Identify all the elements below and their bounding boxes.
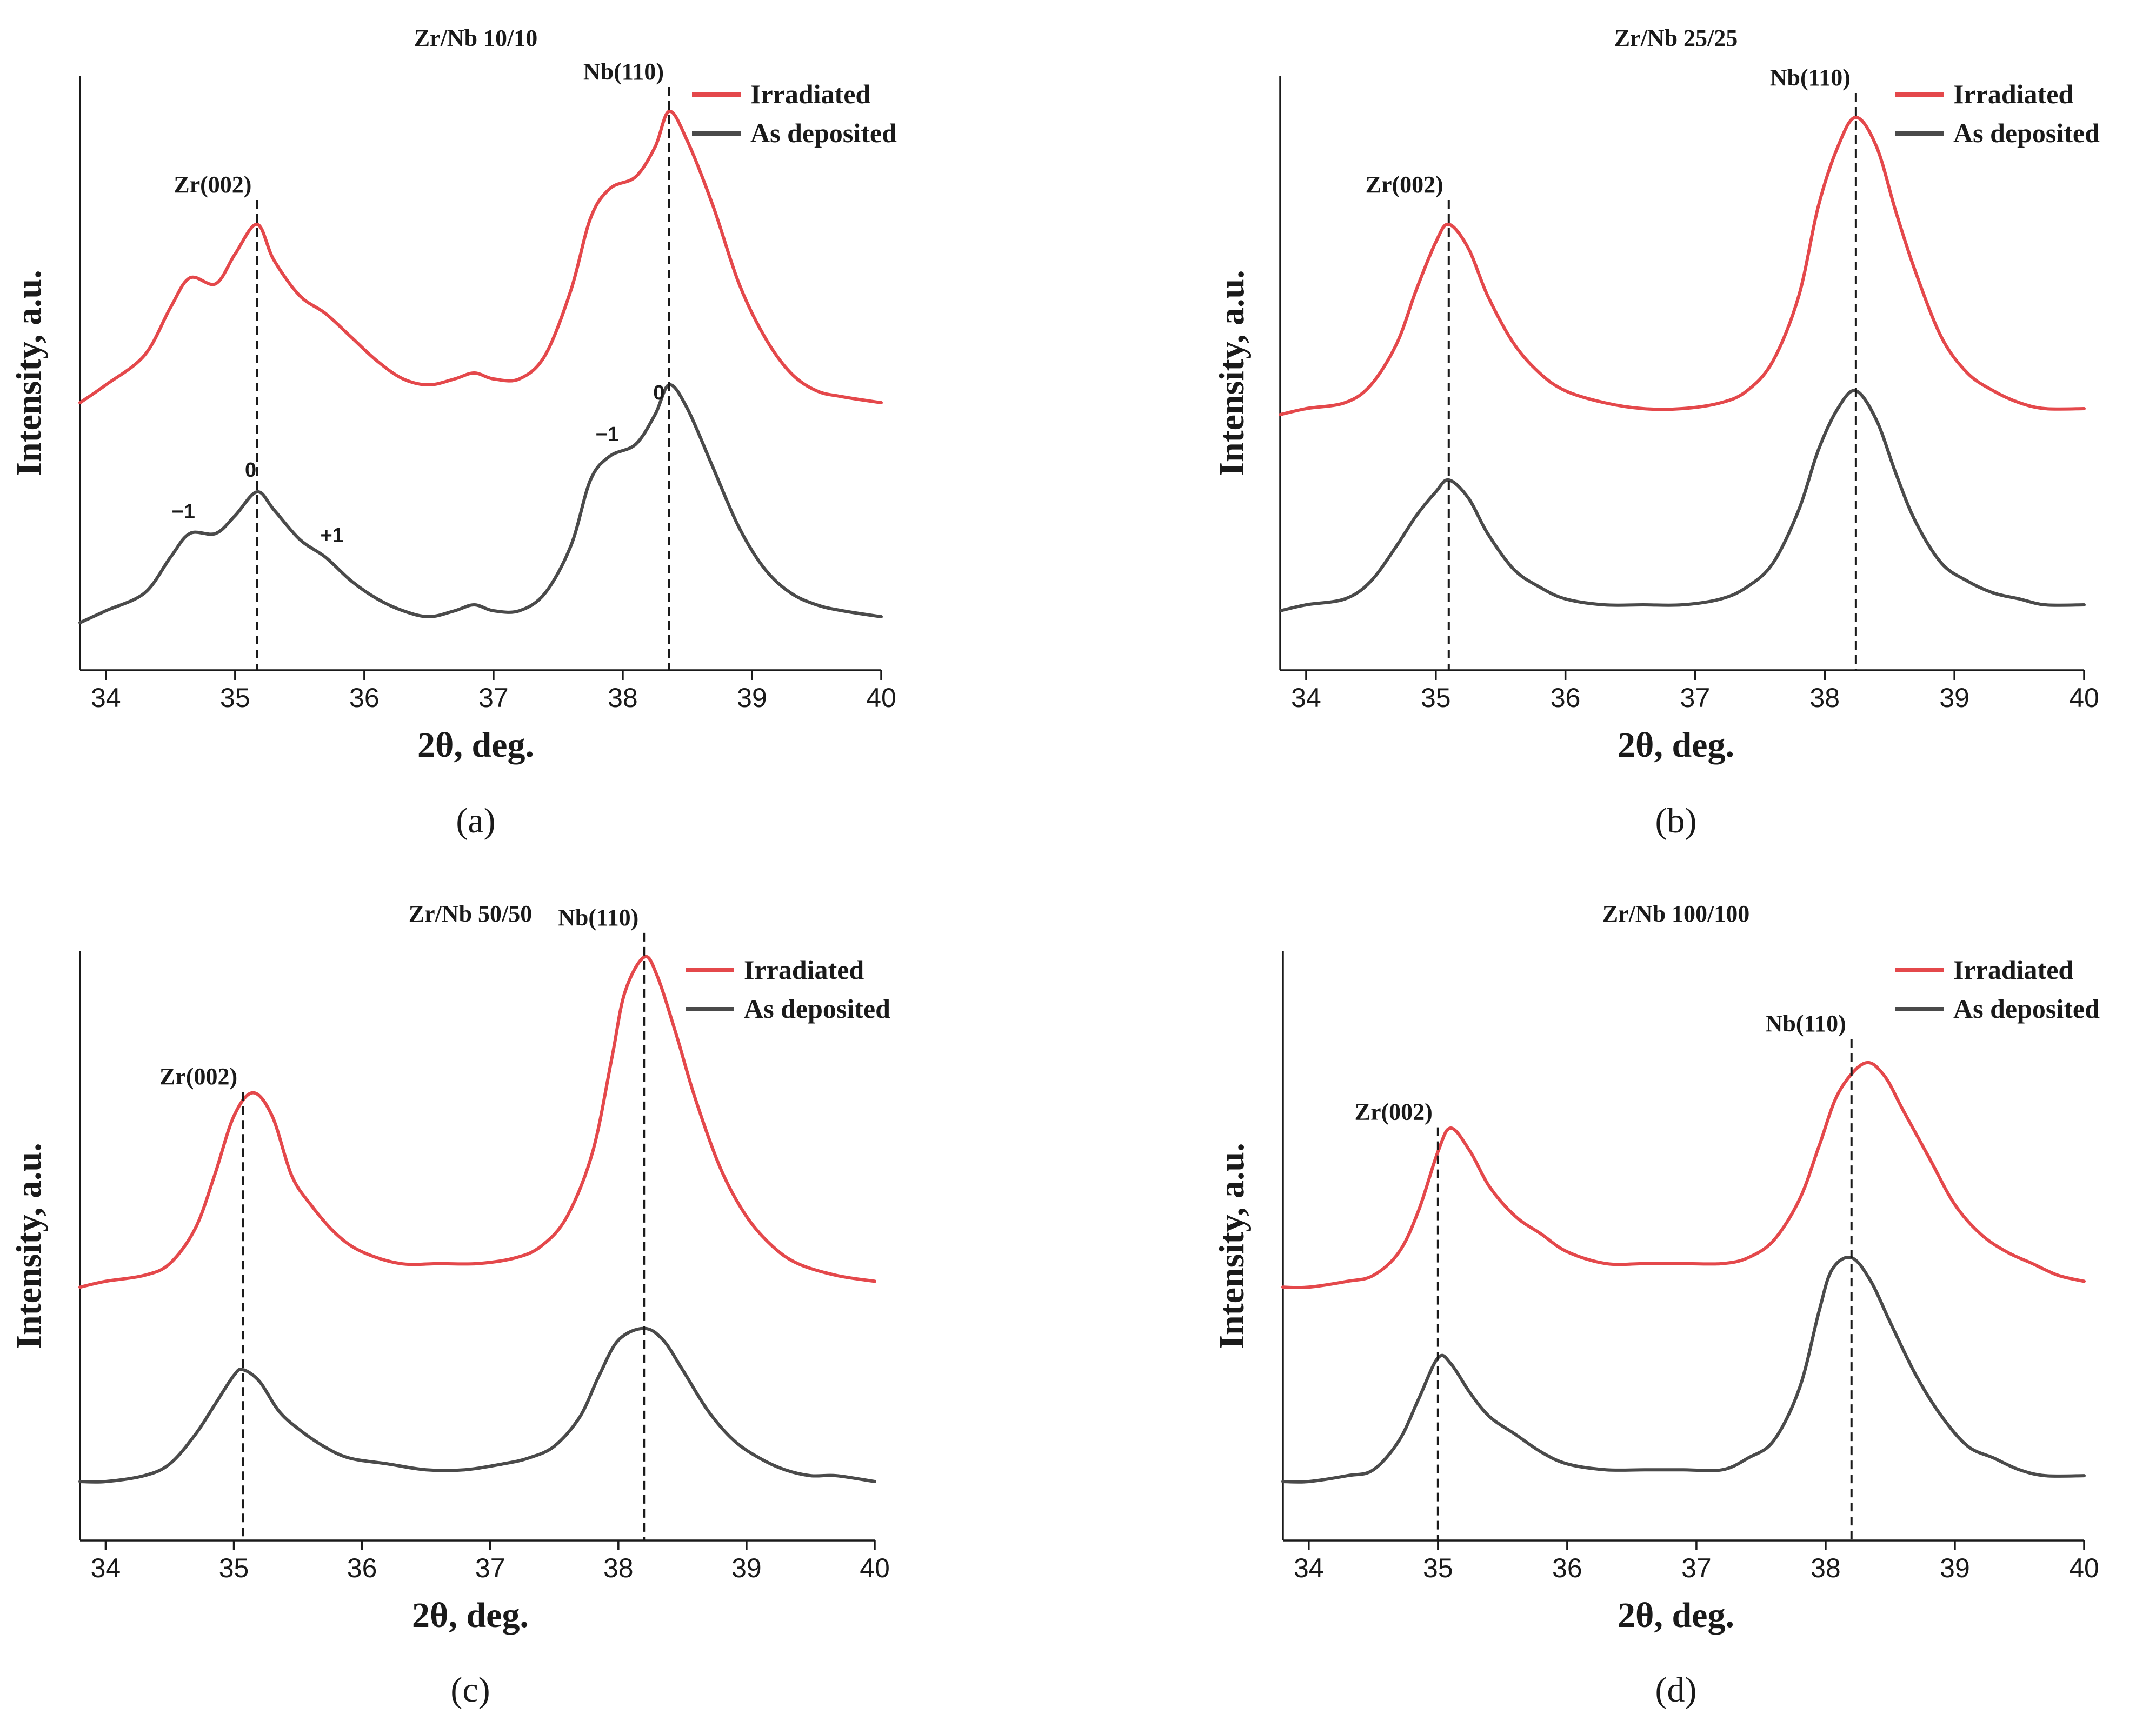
satellite-order-label: 0	[245, 459, 256, 482]
irradiated-curve	[78, 110, 883, 404]
legend-label: As deposited	[750, 118, 897, 148]
x-tick-label: 36	[1551, 683, 1581, 713]
as-deposited-curve	[78, 383, 883, 624]
x-tick-label: 36	[347, 1553, 377, 1583]
x-tick-label: 40	[2069, 683, 2099, 713]
x-tick-label: 40	[866, 683, 896, 713]
legend-label: Irradiated	[750, 79, 870, 109]
chart-title: Zr/Nb 25/25	[1614, 25, 1738, 51]
legend-label: As deposited	[1953, 118, 2100, 148]
chart-title: Zr/Nb 10/10	[414, 25, 538, 51]
x-tick-label: 39	[737, 683, 767, 713]
panel-caption: (d)	[1655, 1670, 1697, 1710]
as-deposited-curve	[1279, 389, 2086, 612]
x-tick-label: 38	[603, 1553, 634, 1583]
x-axis-label: 2θ, deg.	[417, 725, 534, 765]
y-axis-label: Intensity, a.u.	[1212, 1143, 1252, 1349]
x-axis-label: 2θ, deg.	[1618, 725, 1734, 765]
x-tick-label: 35	[1421, 683, 1451, 713]
satellite-order-label: 0	[653, 382, 664, 404]
legend-label: As deposited	[744, 993, 890, 1024]
peak-label: Nb(110)	[1770, 64, 1851, 91]
x-tick-label: 34	[91, 683, 121, 713]
x-tick-label: 36	[1552, 1553, 1582, 1583]
x-tick-label: 39	[1940, 1553, 1970, 1583]
panel-caption: (a)	[456, 801, 495, 841]
satellite-order-label: +1	[320, 524, 343, 547]
peak-label: Zr(002)	[1366, 171, 1443, 198]
legend-label: Irradiated	[744, 955, 864, 985]
x-tick-label: 37	[478, 683, 509, 713]
legend-label: Irradiated	[1953, 79, 2073, 109]
y-axis-label: Intensity, a.u.	[1212, 270, 1252, 476]
x-tick-label: 38	[608, 683, 638, 713]
peak-label: Nb(110)	[1766, 1010, 1846, 1037]
chart-title: Zr/Nb 50/50	[409, 901, 533, 927]
x-tick-label: 35	[1423, 1553, 1453, 1583]
peak-label: Zr(002)	[159, 1063, 237, 1090]
as-deposited-curve	[1281, 1256, 2086, 1484]
x-tick-label: 38	[1811, 1553, 1841, 1583]
satellite-order-label: −1	[596, 423, 619, 446]
irradiated-curve	[1281, 1061, 2086, 1290]
irradiated-curve	[78, 955, 876, 1289]
as-deposited-curve	[78, 1326, 876, 1484]
panel-caption: (c)	[450, 1670, 490, 1710]
x-tick-label: 39	[1939, 683, 1969, 713]
chart-title: Zr/Nb 100/100	[1602, 901, 1750, 927]
x-tick-label: 36	[349, 683, 380, 713]
x-tick-label: 38	[1810, 683, 1840, 713]
x-tick-label: 35	[220, 683, 250, 713]
peak-label: Zr(002)	[174, 171, 251, 198]
x-tick-label: 34	[91, 1553, 121, 1583]
x-tick-label: 37	[1680, 683, 1711, 713]
x-tick-label: 34	[1294, 1553, 1324, 1583]
satellite-order-label: −1	[172, 501, 195, 523]
irradiated-curve	[1279, 116, 2086, 416]
x-tick-label: 34	[1291, 683, 1321, 713]
legend-label: Irradiated	[1953, 955, 2073, 985]
x-tick-label: 40	[860, 1553, 890, 1583]
panel-caption: (b)	[1655, 801, 1697, 841]
peak-label: Nb(110)	[583, 58, 664, 85]
x-tick-label: 39	[731, 1553, 762, 1583]
x-tick-label: 37	[475, 1553, 505, 1583]
y-axis-label: Intensity, a.u.	[9, 1143, 49, 1349]
x-tick-label: 40	[2069, 1553, 2099, 1583]
x-axis-label: 2θ, deg.	[1618, 1596, 1734, 1635]
legend-label: As deposited	[1953, 993, 2100, 1024]
x-tick-label: 37	[1681, 1553, 1712, 1583]
peak-label: Zr(002)	[1355, 1099, 1433, 1125]
x-tick-label: 35	[219, 1553, 249, 1583]
y-axis-label: Intensity, a.u.	[9, 270, 49, 476]
x-axis-label: 2θ, deg.	[412, 1596, 529, 1635]
peak-label: Nb(110)	[558, 904, 638, 931]
